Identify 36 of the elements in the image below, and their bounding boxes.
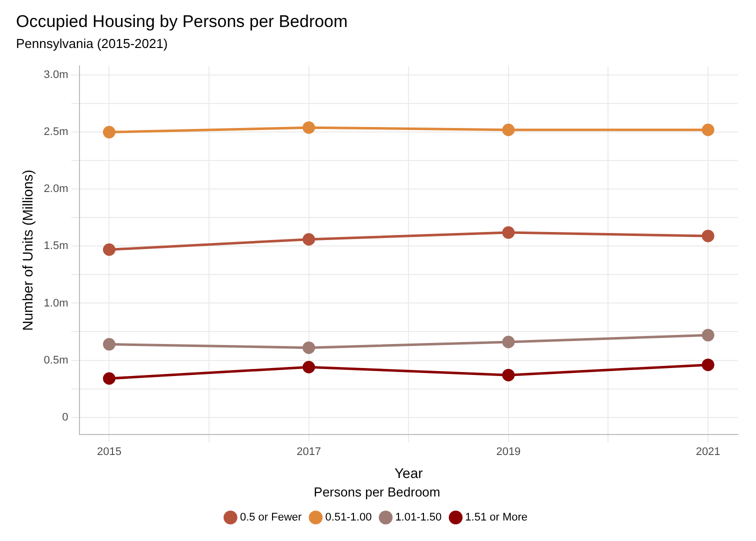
legend-title: Persons per Bedroom xyxy=(314,484,440,500)
chart-title: Occupied Housing by Persons per Bedroom xyxy=(16,12,348,31)
y-tick-label: 1.5m xyxy=(44,240,68,252)
point xyxy=(102,243,116,256)
legend-label: 1.01-1.50 xyxy=(395,512,442,524)
y-tick-label: 0.5m xyxy=(44,354,68,366)
x-tick-label: 2021 xyxy=(696,446,720,458)
legend-label: 1.51 or More xyxy=(465,512,528,524)
y-tick-label: 3.0m xyxy=(44,69,68,82)
y-tick-label: 0 xyxy=(62,411,68,424)
x-tick-label: 2019 xyxy=(496,446,521,458)
point xyxy=(302,121,316,134)
x-tick-label: 2017 xyxy=(296,446,322,458)
point xyxy=(702,124,714,136)
y-tick-label: 2.5m xyxy=(44,126,68,138)
y-tick-label: 1.0m xyxy=(44,297,68,310)
point xyxy=(302,341,316,354)
y-axis-title: Number of Units (Millions) xyxy=(19,170,36,331)
point xyxy=(502,226,515,239)
point xyxy=(702,358,714,372)
legend-label: 0.5 or Fewer xyxy=(240,512,302,524)
legend-label: 0.51-1.00 xyxy=(325,512,372,524)
x-axis-title: Year xyxy=(394,464,424,481)
x-tick-label: 2015 xyxy=(96,446,122,458)
point xyxy=(302,233,316,246)
point xyxy=(102,338,116,351)
y-tick-label: 2.0m xyxy=(44,183,68,196)
point xyxy=(702,328,714,342)
point xyxy=(102,126,116,138)
point xyxy=(502,124,515,136)
point xyxy=(302,360,316,374)
point xyxy=(502,336,515,348)
point xyxy=(502,368,515,382)
chart-subtitle: Pennsylvania (2015-2021) xyxy=(16,36,168,51)
point xyxy=(702,230,714,242)
point xyxy=(102,372,116,385)
